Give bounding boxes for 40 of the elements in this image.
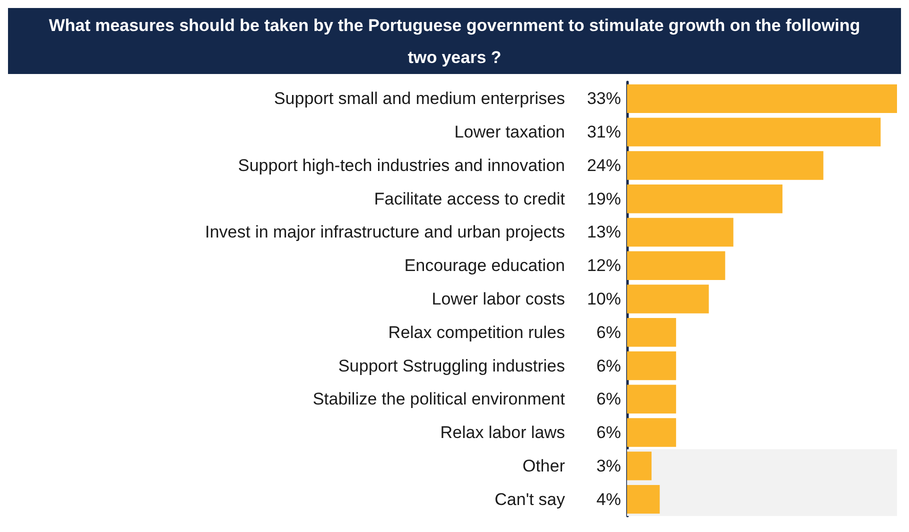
y-tick-label: Lower labor costs — [432, 290, 565, 308]
y-tick-label: Relax labor laws — [440, 423, 565, 442]
y-tick-label: Invest in major infrastructure and urban projects — [204, 222, 565, 242]
bar — [627, 418, 676, 447]
bar — [627, 284, 709, 314]
data-label: 33% — [586, 89, 621, 108]
data-label: 4% — [596, 490, 621, 509]
y-tick-label: Support high-tech industries and innovation — [238, 156, 565, 175]
y-tick-label: Support small and medium enterprises — [274, 89, 565, 108]
data-label: 6% — [596, 423, 621, 442]
data-label: 10% — [586, 290, 621, 308]
bar — [627, 184, 782, 214]
bar — [627, 251, 726, 280]
text: What measures should be taken by the Portuguese government to stimulate growth on the following two years ? — [8, 8, 901, 74]
y-tick-label: Can't say — [494, 490, 566, 509]
bar — [627, 218, 734, 247]
y-tick-label: Encourage education — [404, 256, 565, 276]
data-label: 31% — [586, 122, 621, 142]
bar — [627, 452, 652, 480]
data-label: 3% — [596, 456, 621, 476]
data-label: 13% — [586, 222, 621, 242]
y-tick-label: Facilitate access to credit — [374, 189, 566, 208]
y-tick-label: Stabilize the political environment — [312, 390, 566, 409]
y-tick-label: Support Sstruggling industries — [338, 356, 565, 376]
data-label: 6% — [596, 390, 621, 409]
y-tick-label: Lower taxation — [454, 122, 565, 142]
data-label: 6% — [596, 322, 621, 342]
bar — [627, 351, 676, 380]
bar — [627, 151, 824, 180]
bar — [627, 84, 897, 114]
bar — [627, 384, 676, 414]
data-label: 24% — [586, 156, 621, 175]
y-tick-label: Relax competition rules — [388, 322, 565, 342]
y-tick-label: Other — [522, 456, 566, 476]
data-label: 19% — [586, 189, 621, 208]
bar — [627, 484, 660, 514]
data-label: 6% — [596, 356, 621, 376]
bar — [627, 118, 881, 146]
bar — [627, 318, 676, 347]
data-label: 12% — [586, 256, 621, 276]
